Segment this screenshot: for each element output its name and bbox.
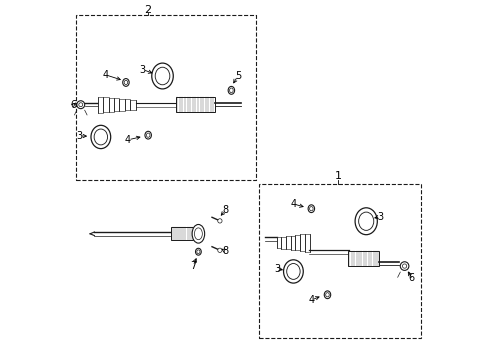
Ellipse shape — [196, 248, 201, 255]
Text: 3: 3 — [140, 64, 146, 75]
Ellipse shape — [77, 101, 85, 109]
Bar — [300, 234, 305, 251]
Bar — [130, 100, 136, 109]
Bar — [120, 99, 125, 111]
Bar — [259, 184, 421, 338]
Ellipse shape — [324, 291, 331, 299]
Text: 4: 4 — [308, 295, 315, 305]
Ellipse shape — [308, 205, 315, 212]
Text: 6: 6 — [71, 100, 76, 110]
Text: 8: 8 — [222, 246, 228, 256]
Ellipse shape — [355, 208, 377, 235]
Ellipse shape — [218, 219, 222, 223]
Bar — [286, 236, 291, 249]
Ellipse shape — [218, 248, 222, 252]
Bar — [305, 234, 310, 252]
Text: 3: 3 — [274, 264, 280, 274]
Text: 1: 1 — [335, 171, 342, 181]
Bar — [125, 99, 130, 110]
Ellipse shape — [145, 131, 151, 139]
Ellipse shape — [91, 125, 111, 149]
Text: 4: 4 — [125, 135, 131, 145]
Ellipse shape — [400, 262, 409, 270]
Bar — [276, 238, 281, 248]
Bar — [114, 98, 120, 111]
Text: 6: 6 — [409, 273, 415, 283]
Ellipse shape — [192, 225, 205, 243]
Bar — [295, 235, 300, 251]
Text: 3: 3 — [377, 212, 384, 221]
Bar — [291, 236, 295, 250]
Ellipse shape — [152, 63, 173, 89]
Text: 8: 8 — [222, 206, 228, 216]
Bar — [172, 227, 193, 240]
Bar — [98, 96, 103, 113]
Ellipse shape — [228, 86, 235, 94]
Text: 4: 4 — [291, 199, 297, 209]
Text: 4: 4 — [103, 70, 109, 80]
Bar — [76, 15, 256, 180]
Text: 3: 3 — [76, 131, 82, 141]
Bar — [109, 98, 114, 112]
Bar — [103, 97, 109, 112]
Bar — [348, 251, 379, 266]
Text: 7: 7 — [190, 261, 196, 271]
Bar — [281, 237, 286, 249]
Text: 5: 5 — [235, 71, 241, 81]
Bar — [176, 97, 215, 112]
Ellipse shape — [122, 78, 129, 86]
Text: 2: 2 — [145, 5, 152, 15]
Ellipse shape — [284, 260, 303, 283]
